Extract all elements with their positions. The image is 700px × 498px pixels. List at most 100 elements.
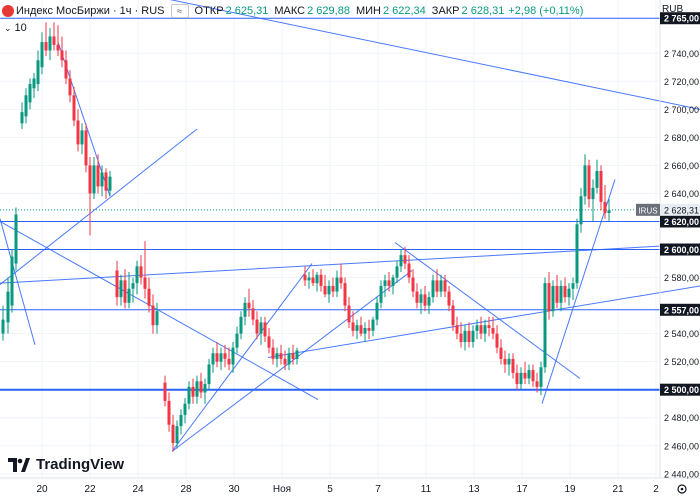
candle [251, 299, 255, 326]
candle [335, 270, 339, 298]
y-tick-label: 2 580,00 [664, 273, 699, 283]
candle [131, 277, 135, 303]
candle [507, 353, 511, 376]
candle [327, 280, 331, 303]
x-tick-label: 19 [564, 484, 576, 495]
candle [463, 325, 467, 351]
candle [531, 364, 535, 387]
candle [503, 350, 507, 373]
candle [191, 378, 195, 404]
trendline[interactable] [171, 270, 413, 452]
x-tick-label: 17 [516, 484, 528, 495]
candle [195, 375, 199, 404]
level-label: 2 557,00 [664, 305, 699, 315]
candle [287, 347, 291, 371]
candle [163, 375, 167, 407]
candle [539, 361, 543, 396]
open-value: 2 625,31 [225, 5, 269, 17]
y-tick-label: 2 720,00 [664, 77, 699, 87]
candle [331, 277, 335, 298]
y-tick-label: 2 740,00 [664, 49, 699, 59]
candle [303, 266, 307, 286]
x-tick-label: 11 [421, 484, 432, 495]
candle [100, 165, 104, 197]
candle [271, 339, 275, 365]
trendline[interactable] [541, 179, 616, 404]
x-tick-label: 5 [327, 484, 333, 495]
candle [543, 277, 547, 373]
symbol-icon[interactable] [2, 5, 14, 17]
candle [52, 22, 56, 51]
candle [563, 277, 567, 303]
candle [391, 274, 395, 295]
candle [599, 165, 603, 211]
candle [115, 260, 119, 306]
candle [447, 285, 451, 312]
candle [575, 218, 579, 289]
chart-header: Индекс МосБиржи · 1ч · RUS ≈ ОТКР 2 625,3… [0, 0, 583, 22]
candle [371, 316, 375, 337]
candle [10, 249, 14, 313]
candle [483, 319, 487, 343]
candle [435, 269, 439, 298]
candle [123, 269, 127, 309]
candle [407, 255, 411, 284]
candle [167, 392, 171, 432]
x-tick-label: 24 [132, 484, 144, 495]
candle [347, 297, 351, 329]
candle [56, 25, 60, 57]
candle [84, 123, 88, 173]
level-label-bg [660, 215, 700, 228]
trendline[interactable] [0, 128, 198, 285]
trendline[interactable] [394, 242, 581, 379]
trendline[interactable] [145, 0, 700, 110]
compare-icon[interactable]: ≈ [170, 4, 189, 18]
candle [275, 347, 279, 368]
y-tick-label: 2 440,00 [664, 469, 699, 479]
candle [72, 86, 76, 127]
candle [339, 263, 343, 289]
level-label-bg [660, 12, 700, 25]
candle [355, 319, 359, 340]
currency-label[interactable]: RUB [662, 4, 684, 15]
high-value: 2 629,88 [307, 5, 350, 17]
x-tick-label: 20 [36, 484, 48, 495]
tradingview-mark-icon [8, 457, 30, 472]
candle [143, 241, 147, 299]
candle [467, 322, 471, 348]
candle [559, 280, 563, 312]
candle [603, 185, 607, 219]
tradingview-logo[interactable]: TradingView [8, 456, 124, 473]
candle [479, 316, 483, 340]
candle [471, 325, 475, 348]
candle [171, 414, 175, 452]
chevron-down-icon[interactable]: ⌄ [4, 22, 12, 33]
candle [511, 353, 515, 379]
volume-indicator[interactable]: ⌄ 10 [4, 22, 27, 34]
candle [515, 364, 519, 390]
candle [279, 344, 283, 365]
candle [60, 36, 64, 68]
settings-gear-icon[interactable] [677, 484, 687, 494]
candle [295, 347, 299, 365]
candle [14, 207, 18, 271]
y-tick-label: 2 540,00 [664, 329, 699, 339]
candle [291, 344, 295, 365]
candle [235, 326, 239, 354]
y-tick-label: 2 640,00 [664, 189, 699, 199]
candle [315, 271, 319, 292]
candle [203, 378, 207, 404]
candle [499, 339, 503, 365]
x-tick-label: 21 [612, 484, 624, 495]
symbol-title[interactable]: Индекс МосБиржи · 1ч · RUS [16, 5, 165, 17]
candle [591, 179, 595, 222]
level-label: 2 765,00 [664, 14, 699, 24]
candle [375, 297, 379, 326]
trendline[interactable] [267, 285, 700, 358]
candle [487, 316, 491, 337]
candle [547, 271, 551, 320]
trendline[interactable] [0, 221, 319, 400]
candle [387, 271, 391, 292]
trendline[interactable] [171, 263, 313, 452]
